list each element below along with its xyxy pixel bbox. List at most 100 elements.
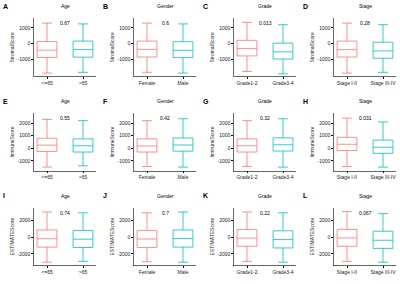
svg-text:C: C: [203, 3, 208, 10]
svg-text:-1000: -1000: [18, 56, 31, 62]
svg-text:Gender: Gender: [157, 3, 174, 9]
svg-text:0: 0: [228, 145, 231, 151]
svg-text:Grade1-2: Grade1-2: [236, 269, 257, 275]
svg-text:Gender: Gender: [157, 193, 174, 199]
svg-text:B: B: [103, 3, 108, 10]
svg-text:0.42: 0.42: [160, 115, 170, 121]
svg-text:G: G: [203, 98, 209, 105]
svg-text:Stage III-IV: Stage III-IV: [370, 174, 396, 180]
svg-text:Gender: Gender: [157, 98, 174, 104]
svg-text:ESTIMATEScore: ESTIMATEScore: [109, 218, 115, 256]
svg-text:-1000: -1000: [18, 158, 31, 164]
svg-text:Stage: Stage: [359, 3, 372, 9]
svg-text:Grade3-4: Grade3-4: [272, 80, 293, 86]
svg-text:>65: >65: [79, 269, 88, 275]
svg-text:Stage: Stage: [359, 98, 372, 104]
svg-text:0.32: 0.32: [260, 115, 270, 121]
svg-text:ImmuneScore: ImmuneScore: [209, 126, 215, 157]
svg-text:0: 0: [128, 234, 131, 240]
svg-text:1000: 1000: [319, 25, 330, 31]
svg-text:-1000: -1000: [118, 56, 131, 62]
svg-text:Stage I-II: Stage I-II: [337, 269, 357, 275]
svg-text:-2000: -2000: [218, 251, 231, 257]
svg-text:Grade: Grade: [258, 3, 272, 9]
svg-text:-1000: -1000: [318, 56, 331, 62]
svg-text:F: F: [103, 98, 108, 105]
svg-text:0: 0: [28, 234, 31, 240]
svg-text:Male: Male: [178, 269, 189, 275]
svg-text:Stage: Stage: [359, 193, 372, 199]
svg-text:2000: 2000: [219, 217, 230, 223]
svg-text:1000: 1000: [119, 25, 130, 31]
svg-text:0: 0: [328, 145, 331, 151]
svg-text:A: A: [3, 3, 8, 10]
svg-text:0: 0: [228, 234, 231, 240]
svg-text:2000: 2000: [119, 217, 130, 223]
svg-text:1000: 1000: [219, 132, 230, 138]
svg-text:K: K: [203, 192, 208, 199]
svg-text:>65: >65: [79, 80, 88, 86]
svg-text:0: 0: [128, 40, 131, 46]
svg-text:2000: 2000: [19, 217, 30, 223]
svg-text:0: 0: [28, 40, 31, 46]
svg-text:D: D: [303, 3, 308, 10]
svg-text:0.6: 0.6: [162, 20, 169, 26]
svg-text:0: 0: [328, 40, 331, 46]
svg-text:ESTIMATEScore: ESTIMATEScore: [309, 218, 315, 256]
svg-text:ESTIMATEScore: ESTIMATEScore: [9, 218, 15, 256]
svg-text:0: 0: [28, 145, 31, 151]
svg-text:ImmuneScore: ImmuneScore: [109, 126, 115, 157]
svg-text:<=65: <=65: [41, 269, 53, 275]
svg-text:0.74: 0.74: [60, 210, 70, 216]
svg-text:-2000: -2000: [118, 251, 131, 257]
svg-text:StromalScore: StromalScore: [209, 32, 215, 63]
svg-text:2000: 2000: [119, 120, 130, 126]
svg-text:1000: 1000: [19, 25, 30, 31]
svg-text:-2000: -2000: [318, 251, 331, 257]
svg-text:>65: >65: [79, 174, 88, 180]
svg-text:Female: Female: [139, 80, 156, 86]
svg-text:ImmuneScore: ImmuneScore: [9, 126, 15, 157]
svg-text:Grade: Grade: [258, 193, 272, 199]
svg-text:Stage I-II: Stage I-II: [337, 80, 357, 86]
svg-text:Age: Age: [61, 193, 70, 199]
svg-text:StromalScore: StromalScore: [309, 32, 315, 63]
svg-text:1000: 1000: [119, 132, 130, 138]
svg-text:0.7: 0.7: [162, 210, 169, 216]
svg-text:Grade1-2: Grade1-2: [236, 80, 257, 86]
svg-text:-1000: -1000: [218, 158, 231, 164]
svg-text:Female: Female: [139, 174, 156, 180]
svg-text:-2000: -2000: [18, 251, 31, 257]
svg-text:ImmuneScore: ImmuneScore: [309, 126, 315, 157]
svg-text:0.013: 0.013: [259, 20, 272, 26]
svg-text:-1000: -1000: [318, 158, 331, 164]
svg-text:<=65: <=65: [41, 174, 53, 180]
svg-text:1000: 1000: [219, 25, 230, 31]
svg-text:Stage III-IV: Stage III-IV: [370, 80, 396, 86]
svg-text:0.22: 0.22: [260, 210, 270, 216]
svg-text:Stage I-II: Stage I-II: [337, 174, 357, 180]
svg-text:Age: Age: [61, 98, 70, 104]
svg-text:0.067: 0.067: [359, 210, 372, 216]
svg-text:Grade3-4: Grade3-4: [272, 269, 293, 275]
svg-text:0.031: 0.031: [359, 115, 372, 121]
svg-text:-1000: -1000: [118, 158, 131, 164]
svg-text:Grade: Grade: [258, 98, 272, 104]
svg-text:E: E: [3, 98, 8, 105]
svg-text:1000: 1000: [19, 132, 30, 138]
svg-text:0: 0: [228, 40, 231, 46]
svg-text:0.55: 0.55: [60, 115, 70, 121]
svg-text:2000: 2000: [319, 217, 330, 223]
svg-text:Male: Male: [178, 174, 189, 180]
svg-text:Grade1-2: Grade1-2: [236, 174, 257, 180]
svg-text:L: L: [303, 192, 308, 199]
svg-text:1000: 1000: [319, 132, 330, 138]
svg-text:ESTIMATEScore: ESTIMATEScore: [209, 218, 215, 256]
svg-text:H: H: [303, 98, 308, 105]
svg-text:0.28: 0.28: [360, 20, 370, 26]
svg-text:StromalScore: StromalScore: [109, 32, 115, 63]
svg-text:0: 0: [328, 234, 331, 240]
svg-text:2000: 2000: [319, 120, 330, 126]
svg-text:Male: Male: [178, 80, 189, 86]
svg-text:Grade3-4: Grade3-4: [272, 174, 293, 180]
